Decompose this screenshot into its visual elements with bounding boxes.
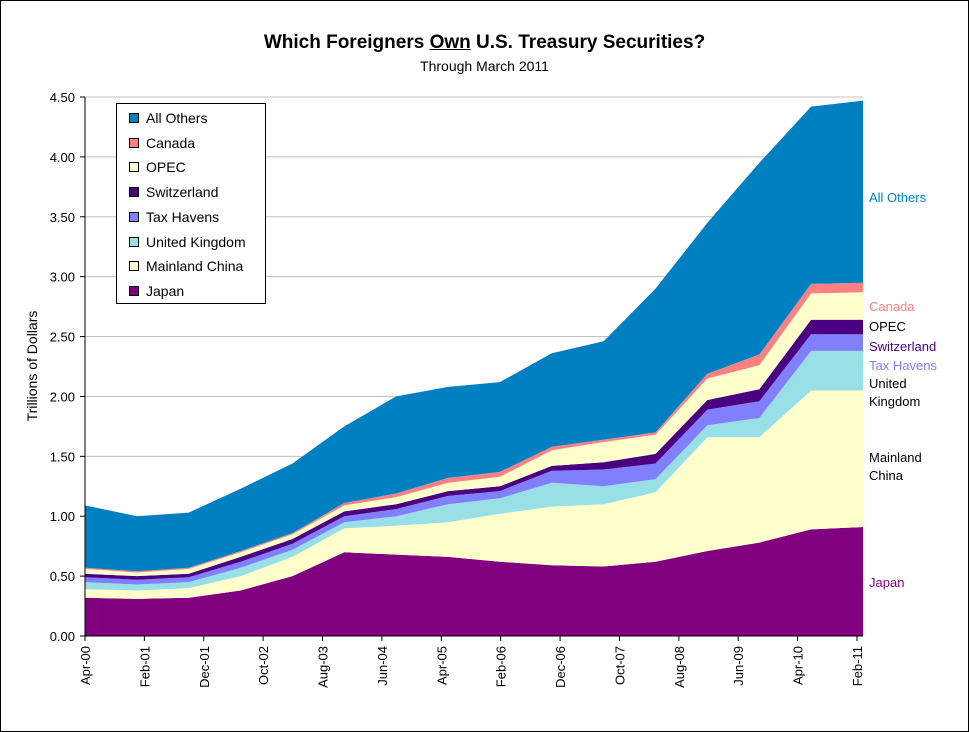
- right-label: Canada: [869, 299, 915, 314]
- legend: All Others Canada OPEC Switzerland Tax Haven…: [116, 103, 266, 304]
- x-tick-label: Oct-07: [612, 646, 627, 685]
- x-tick-label: Feb-11: [850, 646, 865, 686]
- y-tick-label: 1.50: [50, 449, 75, 464]
- x-tick-label: Feb-01: [137, 646, 152, 687]
- x-tick-label: Dec-01: [197, 646, 212, 688]
- legend-swatch: [129, 261, 139, 272]
- y-tick-label: 1.00: [50, 509, 75, 524]
- y-axis-label: Trillions of Dollars: [24, 311, 40, 422]
- legend-swatch: [129, 236, 139, 247]
- legend-label: United Kingdom: [146, 233, 246, 250]
- x-tick-label: Aug-03: [316, 646, 331, 688]
- legend-item: Japan: [129, 281, 184, 301]
- y-tick-label: 3.00: [50, 270, 75, 285]
- right-series-labels: All Others Canada OPEC Switzerland Tax Haven…: [869, 190, 937, 590]
- right-label: Tax Havens: [869, 358, 937, 373]
- legend-item: OPEC: [129, 157, 186, 177]
- right-label: Switzerland: [869, 339, 936, 354]
- area-japan: [85, 527, 863, 636]
- legend-swatch: [129, 187, 139, 198]
- series-areas: [85, 100, 863, 636]
- legend-swatch: [129, 113, 139, 123]
- title-emphasis: Own: [429, 32, 471, 53]
- axes: [84, 97, 863, 637]
- x-tick-label: Apr-10: [791, 646, 806, 685]
- y-tick-label: 2.50: [50, 330, 75, 345]
- right-label: United Kingdom: [869, 376, 920, 409]
- right-label: Mainland China: [869, 450, 922, 483]
- legend-label: Japan: [146, 282, 185, 299]
- x-tick-label: Apr-05: [434, 646, 449, 685]
- y-tick-label: 4.50: [50, 90, 75, 105]
- legend-item: Canada: [129, 133, 195, 153]
- x-tick-label: Dec-06: [553, 646, 568, 688]
- right-label: OPEC: [869, 319, 906, 334]
- legend-swatch: [129, 137, 139, 148]
- right-label: All Others: [869, 190, 927, 205]
- legend-label: OPEC: [146, 159, 186, 176]
- area-mainland-china: [85, 390, 863, 599]
- legend-item: Mainland China: [129, 256, 243, 276]
- x-tick-label: Apr-00: [78, 646, 93, 685]
- x-tick-labels: Apr-00 Feb-01 Dec-01 Oct-02 Aug-03 Jun-04 Apr-…: [78, 636, 865, 688]
- y-tick-label: 2.00: [50, 389, 75, 404]
- legend-swatch: [129, 162, 139, 173]
- x-tick-label: Jun-09: [731, 646, 746, 686]
- legend-label: Canada: [146, 134, 196, 151]
- legend-swatch: [129, 211, 139, 222]
- y-tick-labels: 0.00 0.50 1.00 1.50 2.00 2.50 3.00 3.50 4.00 4.50: [50, 90, 85, 644]
- legend-item: United Kingdom: [129, 232, 246, 252]
- y-tick-label: 0.00: [50, 629, 75, 644]
- chart-title: Which Foreigners Own U.S. Treasury Secur…: [263, 32, 706, 53]
- legend-item: Tax Havens: [129, 207, 219, 227]
- right-label: Japan: [869, 575, 904, 590]
- y-tick-label: 0.50: [50, 569, 75, 584]
- legend-swatch: [129, 285, 139, 296]
- x-tick-label: Aug-08: [672, 646, 687, 688]
- legend-label: Tax Havens: [146, 208, 220, 225]
- area-all-others: [85, 100, 863, 572]
- legend-label: Mainland China: [146, 258, 244, 275]
- legend-item: Switzerland: [129, 182, 218, 202]
- x-tick-label: Oct-02: [256, 646, 271, 685]
- legend-label: All Others: [146, 110, 208, 126]
- x-tick-label: Feb-06: [494, 646, 509, 687]
- x-tick-label: Jun-04: [375, 646, 390, 686]
- chart-subtitle: Through March 2011: [420, 58, 549, 74]
- legend-label: Switzerland: [146, 184, 219, 201]
- y-tick-label: 3.50: [50, 210, 75, 225]
- legend-item: All Others: [129, 108, 207, 128]
- y-tick-label: 4.00: [50, 150, 75, 165]
